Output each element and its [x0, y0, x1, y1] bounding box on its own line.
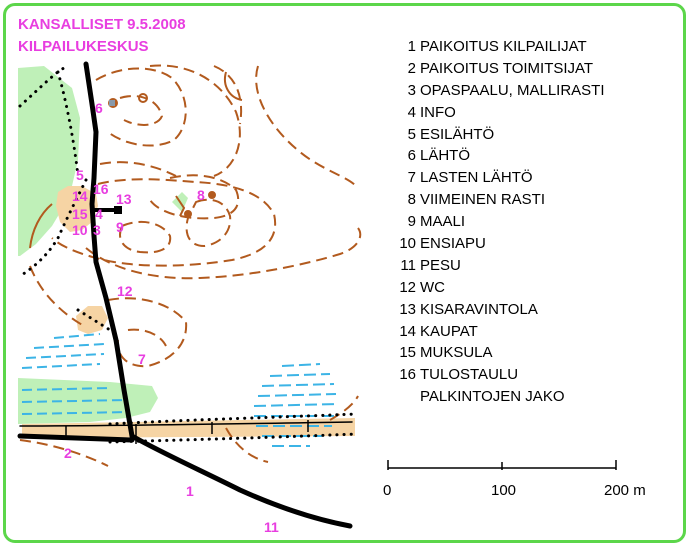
- legend-list: 1 PAIKOITUS KILPAILIJAT 2 PAIKOITUS TOIMITS…: [394, 36, 605, 408]
- legend-number: 15: [399, 344, 416, 362]
- legend-item: 16 TULOSTAULU: [394, 364, 605, 386]
- access-road: [17, 433, 135, 443]
- legend-item: 8 VIIMEINEN RASTI: [394, 189, 605, 211]
- map-marker-14: 14: [72, 188, 88, 204]
- map-marker-13: 13: [116, 191, 132, 207]
- legend-item: 14 KAUPAT: [394, 321, 605, 343]
- legend-label: PAIKOITUS TOIMITSIJAT: [420, 59, 594, 77]
- legend-label: LASTEN LÄHTÖ: [420, 169, 533, 187]
- map-marker-12: 12: [117, 283, 133, 299]
- map-marker-6: 6: [95, 100, 103, 116]
- legend-label: PESU: [420, 256, 461, 274]
- contour-lines: [19, 64, 362, 467]
- building-marker: [114, 206, 122, 214]
- legend-number: 16: [399, 366, 416, 384]
- legend-item: 9 MAALI: [394, 211, 605, 233]
- legend-label: KISARAVINTOLA: [420, 300, 538, 318]
- legend-number: 8: [407, 191, 416, 209]
- legend-item: 1 PAIKOITUS KILPAILIJAT: [394, 36, 605, 58]
- legend-number: 9: [407, 213, 416, 231]
- legend-label: PAIKOITUS KILPAILIJAT: [420, 38, 587, 55]
- legend-number: 1: [407, 38, 416, 55]
- legend-number: 7: [407, 169, 416, 187]
- start-flag-icon: [109, 100, 115, 106]
- scale-label-100: 100: [491, 482, 517, 499]
- legend-item: 12 WC: [394, 277, 605, 299]
- marsh-west: [21, 333, 131, 415]
- legend-label: LÄHTÖ: [420, 147, 471, 165]
- legend-number: 14: [399, 322, 416, 340]
- track-line: [19, 421, 353, 427]
- legend-number: 13: [399, 300, 416, 318]
- map-marker-4: 4: [95, 206, 103, 222]
- legend-label: ESILÄHTÖ: [420, 125, 495, 143]
- map-marker-9: 9: [116, 219, 124, 235]
- scale-bar: [387, 460, 617, 470]
- map-marker-2: 2: [64, 445, 72, 461]
- map-marker-16: 16: [93, 181, 109, 197]
- track-ticks: [65, 420, 309, 444]
- legend-item: 11 PESU: [394, 255, 605, 277]
- legend-number: 11: [400, 256, 416, 274]
- legend-label: VIIMEINEN RASTI: [420, 191, 546, 209]
- legend-number: 4: [407, 103, 416, 121]
- scale-label-200: 200 m: [604, 482, 646, 499]
- legend-label: TULOSTAULU: [420, 366, 519, 384]
- map-frame: [3, 3, 686, 543]
- legend-number: 5: [407, 125, 416, 143]
- event-title: KANSALLISET 9.5.2008: [18, 16, 186, 33]
- legend-number: 10: [399, 235, 416, 253]
- map-marker-5: 5: [76, 167, 84, 183]
- legend-label: KAUPAT: [420, 322, 478, 340]
- open-land-wc-area: [76, 306, 108, 334]
- event-subtitle: KILPAILUKESKUS: [18, 38, 149, 55]
- legend-item: 4 INFO: [394, 102, 605, 124]
- map-marker-15: 15: [72, 206, 88, 222]
- legend-number: 2: [407, 59, 416, 77]
- legend-item: 10 ENSIAPU: [394, 233, 605, 255]
- legend-number: 3: [407, 81, 416, 99]
- vegetation-area-northwest: [18, 66, 80, 256]
- legend-label: WC: [420, 278, 445, 296]
- map-marker-10: 10: [72, 222, 88, 238]
- legend-label: INFO: [420, 103, 456, 121]
- roads: [17, 61, 353, 529]
- legend-item: 13 KISARAVINTOLA: [394, 299, 605, 321]
- legend-item: 6 LÄHTÖ: [394, 145, 605, 167]
- map-marker-8: 8: [197, 187, 205, 203]
- legend-item: 15 MUKSULA: [394, 342, 605, 364]
- map-marker-1: 1: [186, 483, 194, 499]
- map-marker-11: 11: [264, 519, 279, 535]
- legend-item-continuation: PALKINTOJEN JAKO: [420, 388, 565, 406]
- legend-item: 2 PAIKOITUS TOIMITSIJAT: [394, 58, 605, 80]
- contour-solid: [29, 71, 243, 249]
- legend-label: MAALI: [420, 213, 466, 231]
- map-marker-7: 7: [138, 351, 146, 367]
- legend-label: OPASPAALU, MALLIRASTI: [420, 81, 605, 99]
- legend-item: 5 ESILÄHTÖ: [394, 124, 605, 146]
- legend-item: 7 LASTEN LÄHTÖ: [394, 167, 605, 189]
- legend-label: MUKSULA: [420, 344, 493, 362]
- map-marker-3: 3: [93, 222, 101, 238]
- legend-number: 6: [407, 147, 416, 165]
- scale-label-0: 0: [383, 482, 392, 499]
- legend-label: ENSIAPU: [420, 235, 486, 253]
- open-land-competition-center: [56, 186, 98, 232]
- legend-item: 3 OPASPAALU, MALLIRASTI: [394, 80, 605, 102]
- last-control-marker-icon: [175, 195, 186, 217]
- dotted-paths: [18, 66, 358, 444]
- main-road: [83, 61, 353, 529]
- legend-number: 12: [399, 278, 416, 296]
